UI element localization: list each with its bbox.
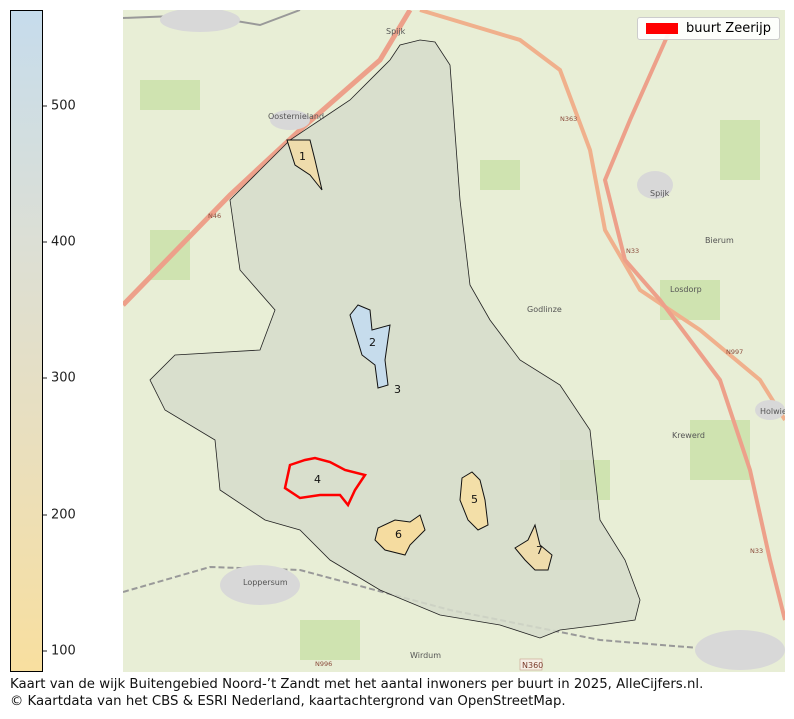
neighbourhood-5[interactable] <box>459 471 489 531</box>
road-n363 <box>419 10 785 422</box>
label-2: 2 <box>369 336 376 349</box>
neighbourhood-4-zeerijp[interactable] <box>283 456 368 508</box>
tick-label: 200 <box>51 507 76 523</box>
label-5: 5 <box>471 493 478 506</box>
caption: Kaart van de wijk Buitengebied Noord-’t … <box>10 676 703 710</box>
place-label: Losdorp <box>670 285 702 294</box>
colorbar-tick: 300 <box>43 371 76 386</box>
legend-label: buurt Zeerijp <box>686 21 772 36</box>
tick-label: 300 <box>51 370 76 386</box>
tick-label: 400 <box>51 234 76 250</box>
fields <box>140 80 760 660</box>
railway <box>123 565 785 656</box>
road-label: N360 <box>522 661 543 670</box>
label-7: 7 <box>536 544 543 557</box>
colorbar-tick: 500 <box>43 99 76 114</box>
place-label: Oosternieland <box>268 112 324 121</box>
legend-swatch <box>646 23 678 34</box>
map[interactable]: 1 2 3 4 5 6 7 Oosternieland Spijk Bierum… <box>123 10 785 672</box>
label-3: 3 <box>394 383 401 396</box>
road-label: N363 <box>560 115 577 123</box>
legend: buurt Zeerijp <box>637 17 781 40</box>
map-svg: 1 2 3 4 5 6 7 Oosternieland Spijk Bierum… <box>123 10 785 672</box>
road-label: N46 <box>208 212 221 220</box>
label-1: 1 <box>299 150 306 163</box>
neighbourhood-3[interactable] <box>149 39 641 639</box>
caption-line-2: © Kaartdata van het CBS & ESRI Nederland… <box>10 694 566 709</box>
colorbar-tick: 100 <box>43 644 76 659</box>
colorbar <box>10 10 43 672</box>
place-label: Bierum <box>705 236 734 245</box>
road-label: N997 <box>726 348 743 356</box>
road-label: N33 <box>750 547 763 555</box>
road-n33 <box>602 29 785 621</box>
tick-label: 500 <box>51 98 76 114</box>
place-label: Loppersum <box>243 578 288 587</box>
road-label: N996 <box>315 660 332 668</box>
label-4: 4 <box>314 473 321 486</box>
neighbourhood-2[interactable] <box>349 304 391 389</box>
neighbourhood-1[interactable] <box>286 139 323 191</box>
caption-line-1: Kaart van de wijk Buitengebied Noord-’t … <box>10 677 704 692</box>
road-label-shield <box>519 658 543 671</box>
neighbourhood-6[interactable] <box>374 514 426 556</box>
label-6: 6 <box>395 528 402 541</box>
place-label: Godlinze <box>527 305 562 314</box>
road-n46 <box>123 10 413 307</box>
towns <box>160 10 785 670</box>
colorbar-tick: 400 <box>43 235 76 250</box>
place-label: Krewerd <box>672 431 705 440</box>
place-label: Spijk <box>386 27 406 36</box>
road-label: N33 <box>626 247 639 255</box>
tick-label: 100 <box>51 643 76 659</box>
neighbourhood-7[interactable] <box>514 523 553 571</box>
place-label: Spijk <box>650 189 670 198</box>
colorbar-tick: 200 <box>43 508 76 523</box>
place-label: Wirdum <box>410 651 441 660</box>
place-label: Holwierde <box>760 407 785 416</box>
